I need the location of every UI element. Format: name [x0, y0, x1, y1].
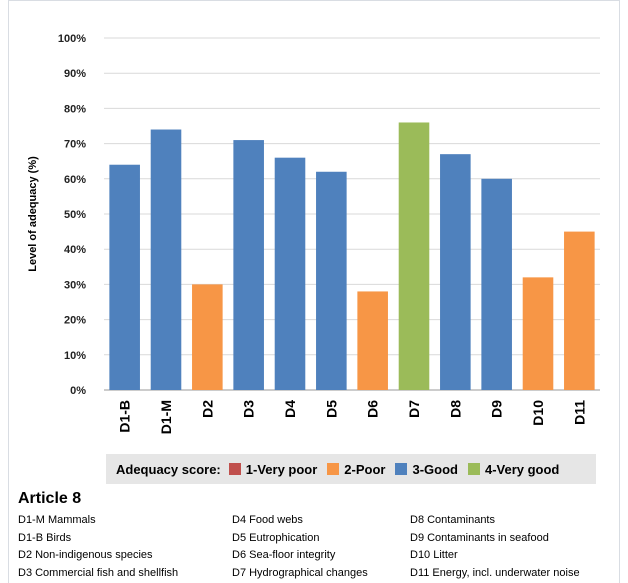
bar-d2 [192, 284, 223, 390]
bars [109, 122, 595, 390]
legend-label: 3-Good [412, 461, 458, 477]
x-tick-label: D7 [406, 400, 422, 418]
gridlines [104, 37, 600, 391]
x-tick-label: D6 [365, 400, 381, 418]
bar-d4 [274, 157, 306, 390]
y-tick-label: 50% [64, 209, 86, 221]
bar-d1-m [150, 129, 182, 390]
x-tick-label: D3 [241, 400, 257, 418]
glossary-entry: D9 Contaminants in seafood [410, 531, 549, 544]
legend-swatch [395, 463, 408, 475]
glossary-column-2: D4 Food webs D5 Eutrophication D6 Sea-fl… [232, 512, 368, 582]
glossary-entry: D3 Commercial fish and shellfish [18, 566, 179, 579]
legend-title: Adequacy score: [116, 461, 221, 477]
bar-d6 [357, 291, 388, 390]
glossary-entry: D11 Energy, incl. underwater noise [410, 566, 580, 579]
glossary-column-1: D1-M Mammals D1-B Birds D2 Non-indigenou… [18, 512, 178, 582]
x-tick-label: D5 [323, 400, 339, 418]
y-tick-label: 60% [64, 174, 86, 186]
x-tick-label: D8 [447, 400, 463, 418]
x-tick-label: D11 [571, 400, 587, 425]
glossary-entry: D6 Sea-floor integrity [232, 549, 336, 561]
bar-d8 [440, 154, 471, 390]
legend-swatch [327, 463, 340, 475]
y-tick-label: 20% [64, 315, 86, 327]
legend-label: 4-Very good [484, 461, 560, 477]
x-tick-label: D10 [530, 400, 546, 426]
glossary-entry: D1-B Birds [18, 531, 72, 544]
bar-d1-b [109, 164, 140, 390]
glossary-title: Article 8 [18, 490, 82, 507]
glossary-entry: D4 Food webs [232, 514, 303, 526]
x-tick-label: D9 [489, 400, 505, 418]
y-axis-label: Level of adequacy (%) [27, 156, 39, 272]
glossary-entry: D8 Contaminants [410, 514, 495, 526]
glossary-entry: D1-M Mammals [18, 514, 96, 526]
legend-item-good: 3-Good [395, 462, 458, 477]
glossary-entry: D2 Non-indigenous species [18, 549, 153, 561]
x-tick-label: D4 [282, 400, 298, 418]
bar-d10 [522, 277, 554, 390]
x-tick-label: D1-M [158, 400, 174, 434]
y-tick-label: 80% [64, 103, 86, 115]
legend-item-very-poor: 1-Very poor [228, 461, 318, 477]
legend-label: 1-Very poor [245, 461, 318, 477]
glossary-column-3: D8 Contaminants D9 Contaminants in seafo… [410, 512, 580, 582]
x-tick-label: D1-B [117, 400, 133, 433]
bar-d3 [233, 140, 264, 390]
y-tick-label: 100% [58, 33, 86, 45]
bar-d9 [481, 178, 512, 390]
y-tick-label: 10% [64, 350, 86, 362]
y-tick-label: 40% [64, 244, 86, 256]
legend-item-poor: 2-Poor [327, 462, 385, 477]
legend-item-very-good: 4-Very good [467, 461, 560, 477]
y-axis-ticks: 0% 10% 20% 30% 40% 50% 60% 70% 80% 90% 100% [58, 33, 86, 397]
x-tick-label: D2 [199, 400, 215, 418]
glossary-entry: D10 Litter [410, 549, 458, 561]
legend: Adequacy score: 1-Very poor 2-Poor 3-Goo… [106, 454, 596, 484]
y-tick-label: 90% [64, 68, 86, 80]
glossary-entry: D7 Hydrographical changes [232, 566, 368, 579]
legend-label: 2-Poor [344, 461, 386, 477]
x-axis-categories: D1-B D1-M D2 D3 D4 D5 D6 D7 D8 D9 D10 D11 [117, 400, 588, 434]
bar-d11 [564, 231, 595, 390]
bar-chart: 0%10%20%30%40%50%60%70%80%90%100% D1-B D1… [27, 33, 600, 434]
bar-d7 [398, 122, 430, 390]
y-tick-label: 0% [70, 385, 86, 397]
glossary-entry: D5 Eutrophication [232, 531, 320, 544]
chart-frame [8, 0, 620, 583]
y-tick-label: 30% [64, 279, 86, 291]
y-tick-label: 70% [64, 139, 86, 151]
legend-swatch [228, 463, 241, 475]
legend-swatch [467, 463, 480, 475]
bar-d5 [316, 171, 347, 390]
